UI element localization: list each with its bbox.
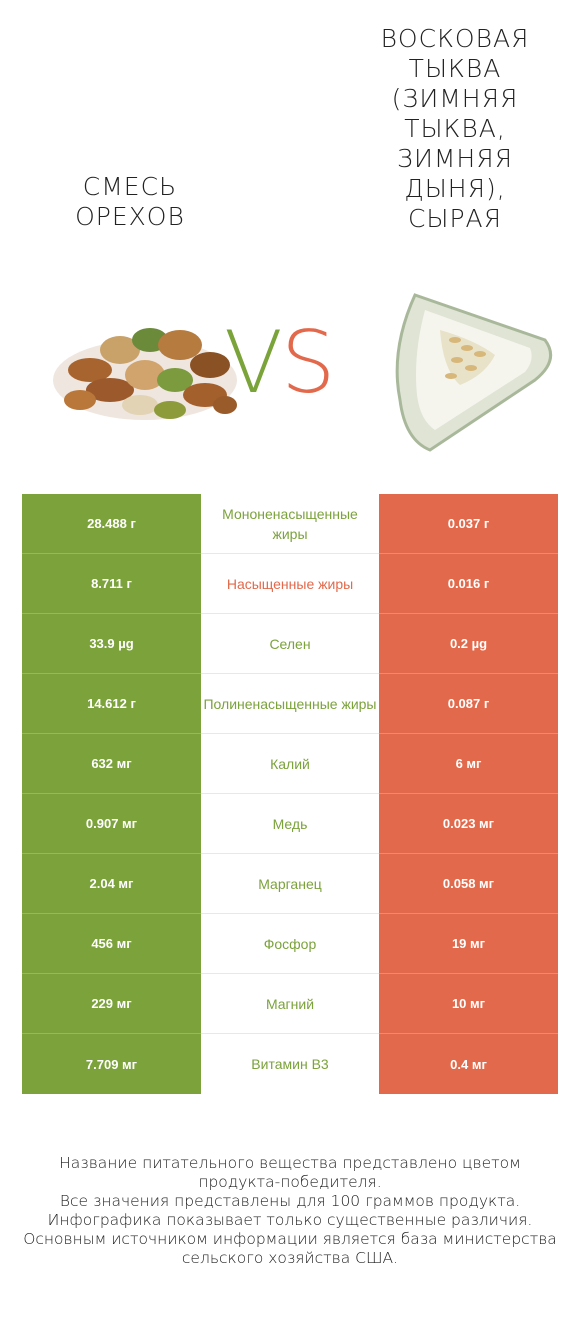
left-value: 229 мг	[22, 974, 201, 1034]
wax-gourd-slice-image	[395, 293, 553, 452]
nutrient-name: Медь	[201, 794, 379, 854]
right-food-title: Восковая тыква (Зимняя тыква, зимняя дын…	[380, 24, 530, 233]
nutrient-name: Полиненасыщенные жиры	[201, 674, 379, 734]
comparison-table: 28.488 г Мононенасыщенные жиры 0.037 г 8…	[22, 494, 558, 1094]
right-value: 0.016 г	[379, 554, 558, 614]
right-value: 0.023 мг	[379, 794, 558, 854]
footnote-line: Инфографика показывает только существенн…	[47, 1211, 533, 1229]
right-value: 0.037 г	[379, 494, 558, 554]
nutrient-name: Насыщенные жиры	[201, 554, 379, 614]
left-value: 8.711 г	[22, 554, 201, 614]
table-row: 8.711 г Насыщенные жиры 0.016 г	[22, 554, 558, 614]
nutrient-name: Мононенасыщенные жиры	[201, 494, 379, 554]
left-value: 14.612 г	[22, 674, 201, 734]
left-value: 2.04 мг	[22, 854, 201, 914]
left-value: 0.907 мг	[22, 794, 201, 854]
right-value: 0.2 µg	[379, 614, 558, 674]
left-value: 28.488 г	[22, 494, 201, 554]
table-row: 229 мг Магний 10 мг	[22, 974, 558, 1034]
right-value: 0.4 мг	[379, 1034, 558, 1094]
right-value: 0.087 г	[379, 674, 558, 734]
table-row: 2.04 мг Марганец 0.058 мг	[22, 854, 558, 914]
left-value: 33.9 µg	[22, 614, 201, 674]
footnote: Название питательного вещества представл…	[20, 1154, 560, 1268]
nutrient-name: Калий	[201, 734, 379, 794]
left-food-title: Смесь орехов	[75, 172, 185, 231]
nutrient-name: Магний	[201, 974, 379, 1034]
table-row: 0.907 мг Медь 0.023 мг	[22, 794, 558, 854]
table-row: 456 мг Фосфор 19 мг	[22, 914, 558, 974]
right-value: 6 мг	[379, 734, 558, 794]
nutrient-name: Марганец	[201, 854, 379, 914]
nutrient-name: Селен	[201, 614, 379, 674]
mixed-nuts-image	[53, 328, 237, 420]
nutrient-name: Фосфор	[201, 914, 379, 974]
right-value: 0.058 мг	[379, 854, 558, 914]
right-value: 10 мг	[379, 974, 558, 1034]
table-row: 33.9 µg Селен 0.2 µg	[22, 614, 558, 674]
left-value: 456 мг	[22, 914, 201, 974]
table-row: 7.709 мг Витамин B3 0.4 мг	[22, 1034, 558, 1094]
footnote-line: Название питательного вещества представл…	[59, 1154, 521, 1172]
footnote-line: сельского хозяйства США.	[181, 1249, 399, 1267]
right-value: 19 мг	[379, 914, 558, 974]
nutrient-name: Витамин B3	[201, 1034, 379, 1094]
table-row: 28.488 г Мононенасыщенные жиры 0.037 г	[22, 494, 558, 554]
versus-label: VS	[224, 313, 335, 413]
left-value: 632 мг	[22, 734, 201, 794]
footnote-line: Основным источником информации является …	[23, 1230, 557, 1248]
table-row: 14.612 г Полиненасыщенные жиры 0.087 г	[22, 674, 558, 734]
footnote-line: Все значения представлены для 100 граммо…	[59, 1192, 521, 1210]
footnote-line: продукта-победителя.	[198, 1173, 382, 1191]
left-value: 7.709 мг	[22, 1034, 201, 1094]
table-row: 632 мг Калий 6 мг	[22, 734, 558, 794]
